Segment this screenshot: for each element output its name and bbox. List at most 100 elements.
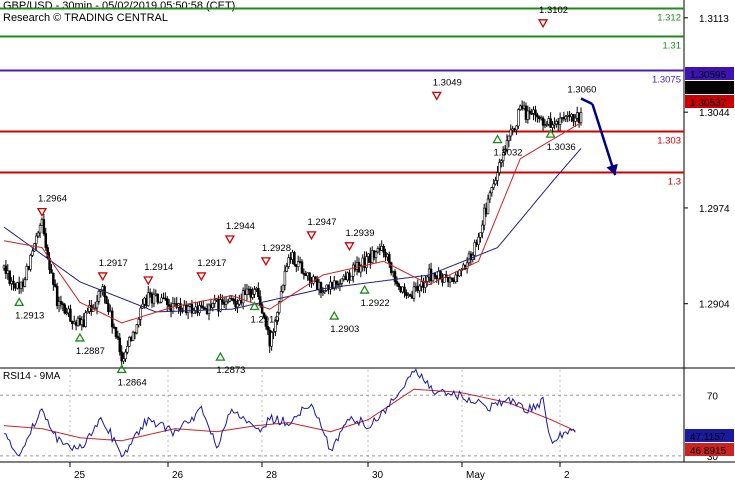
candle-body [8,270,11,284]
swing-high-marker [537,19,549,29]
candle-body [321,291,325,294]
candle-body [120,351,123,362]
candle-body [553,123,556,126]
candle-body [412,286,416,299]
candle-body [116,336,120,339]
price-panel: 1.312 1.31 1.3075 1.303 1.3 1.3113 1.3044 1.297… [0,0,735,462]
candle-body [314,276,317,280]
candle-body [498,162,501,173]
candle-body [359,265,363,273]
swing-high-marker [196,272,207,282]
candle-body [264,316,268,327]
candle-body [105,296,108,304]
candle-body [338,283,342,285]
candle-body [63,304,66,314]
candle-body [211,303,215,308]
price-badge-label: 1.3054 [690,84,721,95]
price-badge [685,81,734,94]
candle-body [418,285,421,291]
candle-body [262,312,266,318]
candle-body [501,152,505,161]
candle-body [50,269,53,274]
price-tick-label: 1.3044 [699,108,730,119]
price-tick-label: 1.3113 [699,14,729,25]
candle-body [454,274,457,283]
rsi-badge-label: 46.8915 [690,446,727,457]
candle-body [388,254,391,263]
candle-body [477,236,480,245]
candle-body [500,160,503,163]
candle-body [551,124,554,128]
candle-body [93,307,97,310]
swing-high-label: 1.2914 [144,262,173,273]
candle-body [481,224,484,234]
swing-low-marker [359,284,370,294]
candle-body [86,311,89,314]
candle-body [395,281,399,285]
candle-body [323,289,327,293]
candle-body [293,252,296,265]
candle-body [340,278,344,284]
candle-body [279,291,283,303]
swing-low-marker [74,332,86,342]
candle-body [403,286,406,293]
candle-body [530,113,533,115]
candle-body [38,225,42,234]
moving-average-fast [3,122,582,324]
swing-low-label: 1.2903 [330,324,359,335]
candle-body [65,312,68,315]
rsi-ma-line [3,388,576,442]
candle-body [443,274,446,283]
candle-body [439,270,442,279]
projection-arrow [591,103,617,176]
candle-body [494,180,497,185]
swing-low-label: 1.2887 [76,346,105,357]
candle-body [207,304,211,314]
candle-body [198,305,201,314]
candle-body [137,318,141,326]
candle-body [232,298,235,302]
candle-body [128,337,131,347]
candle-body [285,266,289,272]
candle-body [118,337,122,353]
candle-body [95,301,99,309]
rsi-tick-label: 30 [707,452,719,463]
candle-body [12,280,15,285]
swing-low-label: 1.2910 [251,314,280,325]
candle-body [226,300,230,303]
swing-low-label: 1.3032 [493,148,522,159]
candle-body [287,257,290,267]
candle-body [97,290,101,302]
candle-body [274,319,277,332]
swing-low-marker [249,301,260,311]
price-badge [685,95,734,108]
level-label-1.3: 1.3 [668,177,681,188]
candle-body [84,312,87,327]
candle-body [433,273,437,277]
candle-body [25,266,29,281]
candle-body [257,288,260,297]
swing-low-marker [215,351,226,361]
candle-body [156,293,159,303]
candle-body [270,332,273,347]
candle-body [276,312,279,321]
swing-high-marker [224,235,235,245]
candle-body [283,271,287,286]
candle-body [507,135,511,142]
candle-body [107,303,110,312]
candle-body [319,282,323,293]
candle-body [219,299,222,312]
candle-body [23,279,27,287]
chart-credit: Research © TRADING CENTRAL [3,12,168,24]
candle-body [224,300,228,305]
projection-arrow-head-segment [580,97,593,106]
candle-body [564,116,568,120]
candle-body [572,114,575,122]
time-tick-label: 30 [372,470,384,480]
swing-low-marker [545,128,556,138]
candle-body [59,301,63,304]
current-price-label: 1.3060 [567,84,596,95]
candle-body [382,246,385,253]
candle-body [241,290,245,304]
candle-body [200,305,203,308]
